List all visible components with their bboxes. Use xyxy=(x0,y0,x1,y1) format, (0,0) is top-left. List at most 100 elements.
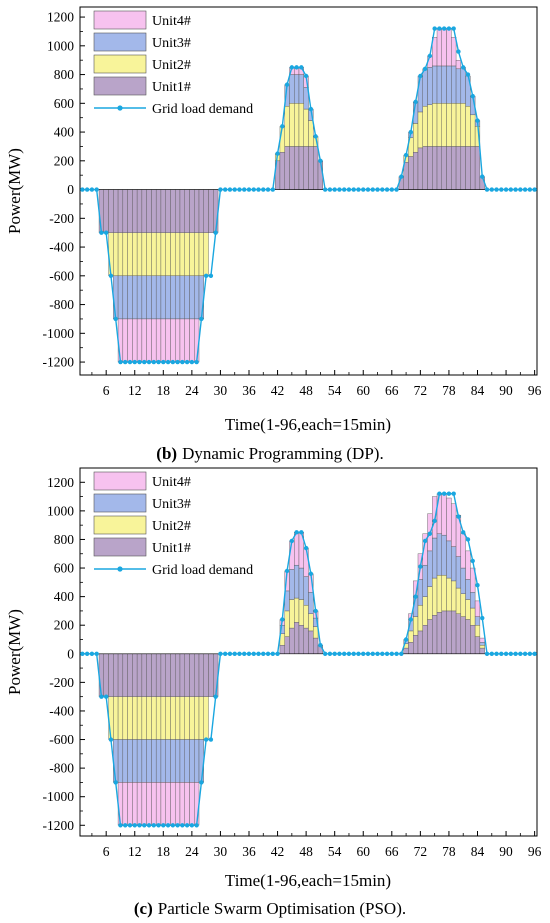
y-tick-label: -1000 xyxy=(43,789,75,804)
bar-segment-unit1 xyxy=(427,146,433,190)
demand-point xyxy=(108,737,114,742)
bar-segment-unit2 xyxy=(436,574,442,613)
bar-segment-unit1 xyxy=(279,151,285,190)
demand-point xyxy=(161,823,166,828)
y-tick-label: 1200 xyxy=(47,475,74,490)
bar-segment-unit1 xyxy=(284,636,290,654)
bar-segment-unit2 xyxy=(460,103,466,147)
bar-segment-unit2 xyxy=(160,232,166,277)
demand-point xyxy=(327,651,333,656)
bar-segment-unit4 xyxy=(122,782,128,826)
bar-segment-unit1 xyxy=(136,189,143,233)
y-tick-label: -200 xyxy=(49,211,74,226)
bar-segment-unit2 xyxy=(284,610,290,637)
demand-point xyxy=(427,531,433,536)
y-axis-title: Power(MW) xyxy=(5,148,24,234)
bar-segment-unit2 xyxy=(413,123,419,153)
demand-point xyxy=(361,187,366,192)
demand-point xyxy=(527,651,533,656)
bar-segment-unit3 xyxy=(446,540,452,579)
bar-segment-unit3 xyxy=(460,67,466,104)
plot-area-frame xyxy=(79,6,538,376)
demand-point xyxy=(422,66,428,72)
bar-segment-unit1 xyxy=(317,160,323,190)
bar-segment-unit2 xyxy=(308,120,314,147)
bar-segment-unit2 xyxy=(455,103,462,147)
y-tick-label: -1200 xyxy=(43,355,75,370)
demand-point xyxy=(518,651,523,656)
bar-segment-unit2 xyxy=(289,103,295,147)
x-tick-label: 30 xyxy=(214,383,228,398)
x-tick-label: 60 xyxy=(356,383,370,398)
bar-segment-unit1 xyxy=(446,146,452,190)
bar-segment-unit2 xyxy=(465,599,471,620)
bar-segment-unit2 xyxy=(127,232,133,277)
demand-point xyxy=(256,187,261,192)
bar-segment-unit4 xyxy=(127,782,133,826)
y-tick-label: 600 xyxy=(54,96,75,111)
bar-segment-unit1 xyxy=(465,619,471,654)
y-tick-label: 200 xyxy=(54,618,75,633)
x-tick-label: 72 xyxy=(414,844,428,859)
demand-point xyxy=(322,651,328,656)
bar-segment-unit3 xyxy=(184,275,190,320)
demand-point xyxy=(275,651,280,656)
demand-point xyxy=(465,537,471,542)
bar-segment-unit1 xyxy=(175,653,181,697)
bar-segment-unit1 xyxy=(432,146,438,190)
bar-segment-unit2 xyxy=(417,111,423,149)
bar-segment-unit3 xyxy=(422,68,428,107)
demand-point xyxy=(527,187,533,192)
bar-segment-unit4 xyxy=(436,28,442,67)
bar-segment-unit1 xyxy=(422,625,428,654)
demand-point xyxy=(480,615,485,621)
demand-point xyxy=(437,491,442,496)
bar-segment-unit1 xyxy=(303,627,309,654)
demand-point xyxy=(184,359,190,365)
bar-segment-unit4 xyxy=(175,782,181,826)
bar-segment-unit4 xyxy=(179,318,185,363)
demand-point xyxy=(413,99,418,105)
demand-point xyxy=(389,187,395,192)
demand-point xyxy=(437,26,442,31)
bar-segment-unit1 xyxy=(413,635,419,654)
bar-segment-unit3 xyxy=(160,275,166,320)
bar-segment-unit2 xyxy=(451,580,457,612)
demand-point xyxy=(446,491,452,496)
panel-dp: -1200 -1000 -800 -600 -400 -200 0 200 400 600 800 1… xyxy=(5,6,542,463)
bar-segment-unit4 xyxy=(175,318,181,363)
bar-segment-unit2 xyxy=(441,574,447,612)
bar-segment-unit4 xyxy=(132,318,138,363)
caption-label: (b) xyxy=(156,444,177,463)
demand-point xyxy=(246,651,252,656)
bar-segment-unit1 xyxy=(155,189,162,233)
demand-point xyxy=(356,187,361,192)
x-tick-label: 66 xyxy=(385,383,399,398)
demand-point xyxy=(318,158,323,164)
demand-point xyxy=(508,187,514,192)
demand-point xyxy=(499,651,504,656)
bar-segment-unit1 xyxy=(203,189,209,233)
legend-swatch xyxy=(93,54,147,74)
demand-point xyxy=(365,187,371,192)
legend-line-marker xyxy=(117,566,123,572)
bar-segment-unit2 xyxy=(422,105,428,147)
legend-label: Unit2# xyxy=(152,519,191,534)
bar-segment-unit2 xyxy=(127,696,133,740)
bar-segment-unit3 xyxy=(113,739,119,783)
bar-segment-unit4 xyxy=(479,637,485,643)
demand-point xyxy=(403,152,409,158)
bar-segment-unit3 xyxy=(155,739,162,783)
bar-segment-unit3 xyxy=(122,739,128,783)
bar-segment-unit3 xyxy=(151,275,157,320)
bar-segment-unit2 xyxy=(460,593,466,617)
bar-segment-unit1 xyxy=(179,189,185,233)
demand-point xyxy=(389,651,395,656)
bar-segment-unit1 xyxy=(122,653,128,697)
bar-segment-unit1 xyxy=(446,610,452,654)
bar-segment-unit1 xyxy=(474,146,481,190)
demand-point xyxy=(346,651,352,656)
y-tick-label: 200 xyxy=(54,153,75,168)
demand-point xyxy=(208,737,214,742)
demand-point xyxy=(89,651,95,656)
